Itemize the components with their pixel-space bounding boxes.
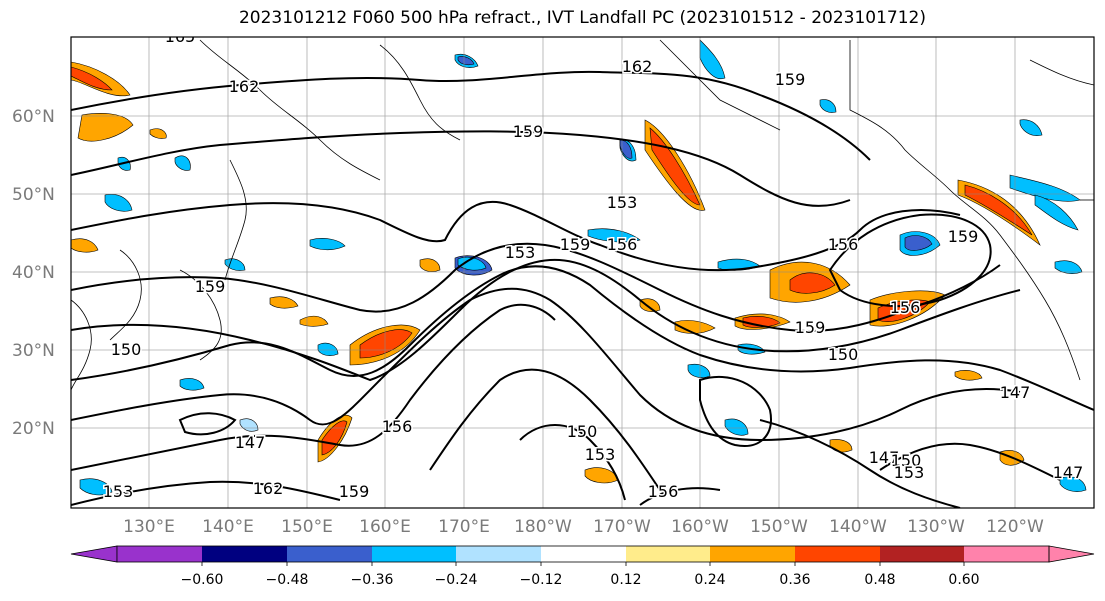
colorbar-tick-label: 0.12: [610, 572, 641, 588]
map-frame: [70, 36, 1095, 509]
contour-label: 156: [607, 235, 638, 254]
longitude-labels: 130°E 140°E 150°E 160°E 170°E 180°W 170°…: [123, 517, 1044, 537]
colorbar-swatch: [372, 546, 456, 562]
colorbar-tick-label: −0.60: [181, 572, 224, 588]
contour-label: 150: [828, 345, 859, 364]
colorbar-tick-label: 0.36: [779, 572, 810, 588]
contour-label: 159: [560, 235, 591, 254]
lon-label: 170°E: [438, 517, 490, 537]
lon-label: 160°W: [671, 517, 729, 537]
contour-label: 150: [891, 451, 922, 470]
colorbar-tick-label: −0.12: [520, 572, 563, 588]
contour-labels: 162 165 162 159 159 156 153 153 159 156 159 159 156 1…: [101, 27, 1085, 503]
colorbar-swatch: [456, 546, 541, 562]
colorbar: −0.60 −0.48 −0.36 −0.24 −0.12 0.12 0.24 …: [70, 545, 1095, 588]
colorbar-tick-label: −0.48: [266, 572, 309, 588]
contour-label: 162: [253, 479, 284, 498]
lon-label: 130°W: [907, 517, 965, 537]
lat-label: 40°N: [12, 263, 55, 283]
contour-label: 159: [775, 70, 806, 89]
lon-label: 160°E: [359, 517, 411, 537]
contour-label: 153: [894, 463, 925, 482]
contour-label: 162: [229, 77, 260, 96]
lat-label: 50°N: [12, 185, 55, 205]
contour-label: 159: [948, 227, 979, 246]
gridlines: [71, 37, 1094, 508]
refractivity-contours: [71, 70, 1094, 508]
colorbar-max-arrow: [1048, 545, 1095, 563]
colorbar-swatch: [541, 546, 626, 562]
lon-label: 150°E: [281, 517, 333, 537]
contour-label: 162: [622, 57, 653, 76]
lon-label: 150°W: [750, 517, 808, 537]
colorbar-swatch: [626, 546, 710, 562]
contour-label: 153: [103, 482, 134, 501]
contour-label: 147: [1053, 463, 1084, 482]
lon-label: 170°W: [593, 517, 651, 537]
colorbar-swatch: [117, 546, 202, 562]
map-background: [71, 37, 1094, 508]
colorbar-frame: [116, 545, 1050, 563]
contour-label: 159: [795, 318, 826, 337]
lat-label: 20°N: [12, 419, 55, 439]
colorbar-tick-label: 0.60: [948, 572, 979, 588]
latitude-labels: 60°N 50°N 40°N 30°N 20°N: [12, 107, 55, 439]
contour-label: 165: [165, 27, 196, 46]
contour-label: 159: [513, 122, 544, 141]
lon-label: 120°W: [986, 517, 1044, 537]
colorbar-swatch: [287, 546, 372, 562]
colorbar-min-arrow: [70, 545, 118, 563]
contour-label: 147: [869, 448, 900, 467]
lon-label: 130°E: [123, 517, 175, 537]
contour-label: 147: [1000, 383, 1031, 402]
contour-label: 159: [195, 277, 226, 296]
contour-label: 150: [111, 340, 142, 359]
colorbar-tick-label: −0.24: [435, 572, 478, 588]
colorbar-tick-label: 0.48: [864, 572, 895, 588]
colorbar-swatch: [880, 546, 964, 562]
contour-label: 153: [505, 243, 536, 262]
contour-label: 156: [648, 482, 679, 501]
colorbar-tick-label: −0.36: [351, 572, 394, 588]
contour-label: 147: [235, 433, 266, 452]
lat-label: 30°N: [12, 341, 55, 361]
colorbar-swatch: [964, 546, 1049, 562]
contour-label: 150: [567, 422, 598, 441]
contour-label: 156: [828, 235, 859, 254]
lon-label: 140°E: [202, 517, 254, 537]
colorbar-swatch: [710, 546, 795, 562]
lon-label: 140°W: [829, 517, 887, 537]
colorbar-swatch: [202, 546, 287, 562]
coastlines: [71, 39, 1094, 391]
contour-label: 156: [382, 417, 413, 436]
map-title: 2023101212 F060 500 hPa refract., IVT La…: [238, 8, 926, 28]
colorbar-swatch: [795, 546, 880, 562]
contour-label: 153: [585, 445, 616, 464]
lon-label: 180°W: [514, 517, 572, 537]
lat-label: 60°N: [12, 107, 55, 127]
contour-label: 153: [607, 193, 638, 212]
contour-label: 156: [890, 298, 921, 317]
colorbar-tick-label: 0.24: [694, 572, 725, 588]
contour-label: 159: [339, 482, 370, 501]
